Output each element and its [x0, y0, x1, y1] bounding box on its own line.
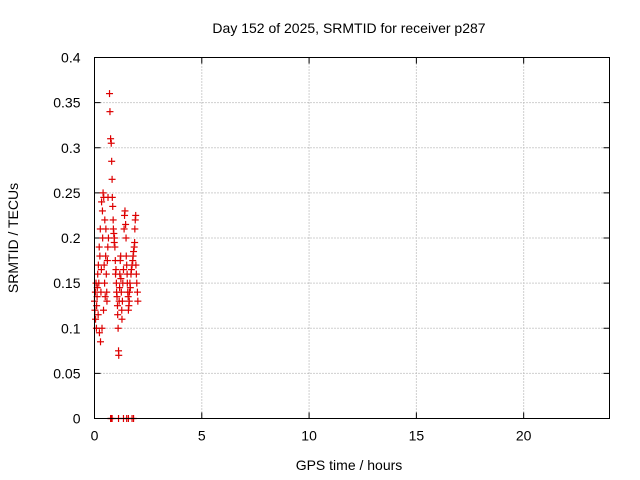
chart-title: Day 152 of 2025, SRMTID for receiver p28… — [212, 20, 485, 36]
data-point — [94, 270, 102, 278]
data-point — [132, 211, 140, 219]
data-point — [117, 288, 125, 296]
data-point — [92, 315, 100, 323]
data-point — [103, 257, 111, 265]
data-point — [121, 207, 129, 215]
y-tick-label: 0.35 — [53, 95, 80, 111]
data-point — [122, 252, 130, 260]
y-tick-label: 0.4 — [61, 50, 81, 66]
data-point — [103, 288, 111, 296]
data-point — [119, 266, 127, 274]
data-point — [110, 229, 118, 237]
x-tick-label: 10 — [301, 428, 317, 444]
data-point — [127, 266, 135, 274]
y-tick-label: 0.25 — [53, 185, 80, 201]
data-point — [124, 293, 132, 301]
data-point — [108, 175, 116, 183]
data-point — [125, 297, 133, 305]
axis-ticks — [94, 57, 610, 419]
data-point — [99, 189, 107, 197]
plot-frame — [94, 57, 610, 419]
data-point — [98, 198, 106, 206]
data-point — [101, 293, 109, 301]
data-point — [109, 216, 117, 224]
data-point — [101, 216, 109, 224]
data-point — [100, 306, 108, 314]
data-point — [117, 275, 125, 283]
data-point — [120, 225, 128, 233]
data-point — [115, 351, 123, 359]
data-point — [106, 90, 114, 98]
data-point — [107, 139, 115, 147]
x-tick-label: 20 — [516, 428, 532, 444]
data-point — [132, 270, 140, 278]
y-tick-label: 0 — [73, 411, 81, 427]
data-points — [91, 90, 142, 422]
data-point — [102, 225, 110, 233]
data-point — [106, 108, 114, 116]
data-point — [95, 243, 103, 251]
tick-labels: 0 5 10 15 20 0 0.05 0.1 0.15 0.2 0.25 0.3 0.35 0.4 — [53, 50, 531, 444]
data-point — [112, 279, 120, 287]
data-point — [114, 311, 122, 319]
data-point — [126, 284, 134, 292]
data-point — [104, 243, 112, 251]
grid-lines — [94, 57, 610, 419]
data-point — [97, 266, 105, 274]
data-point — [113, 302, 121, 310]
data-point — [110, 234, 118, 242]
data-point — [131, 239, 139, 247]
y-axis-label: SRMTID / TECUs — [5, 183, 21, 293]
x-axis-label: GPS time / hours — [296, 457, 403, 473]
data-point — [102, 270, 110, 278]
x-tick-label: 0 — [91, 428, 99, 444]
data-point — [95, 329, 103, 337]
data-point — [101, 279, 109, 287]
data-point — [118, 315, 126, 323]
x-tick-label: 5 — [198, 428, 206, 444]
data-point — [98, 324, 106, 332]
data-point — [133, 279, 141, 287]
y-tick-label: 0.1 — [61, 320, 81, 336]
data-point — [122, 234, 130, 242]
data-point — [132, 261, 140, 269]
data-point — [111, 243, 119, 251]
data-point — [112, 266, 120, 274]
y-tick-label: 0.2 — [61, 230, 81, 246]
data-point — [109, 202, 117, 210]
data-point — [97, 338, 105, 346]
data-point — [114, 324, 122, 332]
data-point — [118, 297, 126, 305]
data-point — [102, 252, 110, 260]
data-point — [94, 311, 102, 319]
data-point — [108, 193, 116, 201]
data-point — [131, 225, 139, 233]
data-point — [116, 270, 124, 278]
data-point — [108, 157, 116, 165]
data-point — [134, 297, 142, 305]
data-point — [125, 288, 133, 296]
y-tick-label: 0.15 — [53, 275, 80, 291]
data-point — [113, 293, 121, 301]
data-point — [116, 284, 124, 292]
x-tick-label: 15 — [409, 428, 425, 444]
data-point — [107, 135, 115, 143]
data-point — [104, 234, 112, 242]
data-point — [103, 297, 111, 305]
y-tick-label: 0.3 — [61, 140, 81, 156]
data-point — [122, 220, 130, 228]
y-tick-label: 0.05 — [53, 365, 80, 381]
data-point — [130, 248, 138, 256]
data-point — [100, 261, 108, 269]
data-point — [118, 306, 126, 314]
data-point — [98, 207, 106, 215]
data-point — [133, 288, 141, 296]
